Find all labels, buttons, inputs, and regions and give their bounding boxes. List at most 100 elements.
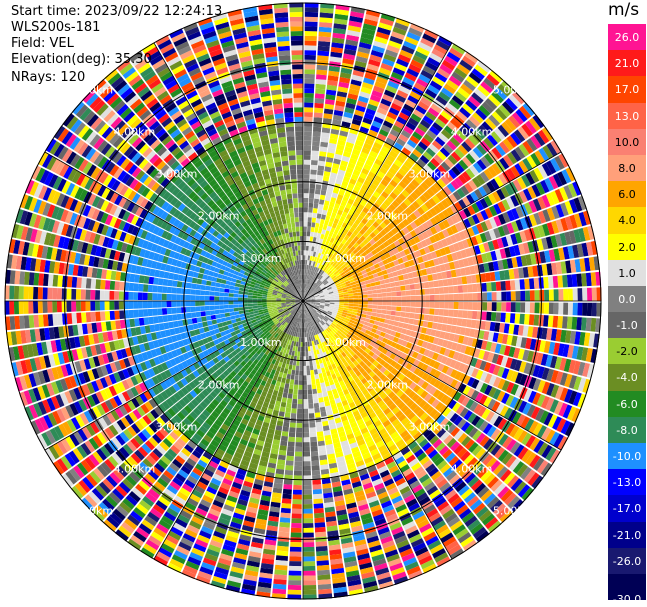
range-gate [343, 294, 349, 297]
range-gate [102, 236, 110, 248]
range-gate [234, 392, 242, 400]
range-gate [190, 98, 203, 108]
range-gate [187, 475, 198, 485]
range-gate [239, 172, 248, 179]
range-gate [331, 37, 345, 44]
range-gate [278, 55, 291, 61]
range-gate [133, 309, 139, 318]
range-gate [84, 494, 98, 508]
range-gate [328, 231, 334, 238]
range-gate [263, 109, 274, 116]
range-gate [321, 271, 326, 277]
range-gate [281, 294, 287, 297]
range-gate [168, 272, 175, 280]
range-gate [304, 135, 312, 141]
range-gate [456, 110, 468, 122]
range-gate [304, 16, 318, 22]
range-gate [280, 249, 285, 255]
range-gate [190, 40, 205, 50]
range-gate [305, 299, 311, 301]
range-gate [242, 109, 253, 117]
range-gate [128, 291, 134, 300]
range-gate [308, 275, 312, 280]
range-gate [489, 271, 496, 282]
range-gate [97, 235, 106, 246]
range-gate [267, 293, 273, 296]
range-gate [275, 117, 285, 124]
range-gate [435, 95, 448, 106]
range-gate [90, 311, 96, 322]
range-gate [92, 333, 100, 344]
range-gate [51, 220, 60, 234]
range-gate [31, 343, 39, 357]
range-gate [135, 170, 146, 181]
range-gate [100, 365, 109, 376]
range-gate [518, 267, 525, 279]
range-gate [588, 256, 596, 271]
range-gate [474, 245, 481, 255]
range-gate [196, 218, 205, 226]
range-gate [350, 216, 357, 223]
range-gate [288, 272, 293, 277]
range-gate [396, 116, 407, 125]
range-gate [55, 394, 65, 408]
range-gate [107, 259, 114, 270]
range-gate [213, 435, 222, 444]
range-gate [211, 276, 218, 282]
range-gate [231, 217, 239, 224]
range-gate [223, 339, 230, 345]
range-gate [339, 299, 345, 301]
range-gate [223, 85, 235, 93]
range-gate [258, 275, 264, 280]
range-gate [152, 419, 162, 430]
range-gate [380, 62, 393, 72]
range-gate [288, 283, 293, 289]
range-gate [56, 193, 66, 207]
range-gate [308, 207, 313, 213]
range-gate [245, 268, 251, 274]
range-gate [533, 226, 541, 239]
range-gate [82, 89, 96, 103]
range-gate [224, 246, 232, 253]
range-gate [228, 399, 236, 407]
range-gate [174, 401, 184, 411]
range-gate [152, 205, 161, 216]
range-gate [305, 284, 308, 289]
range-gate [214, 419, 223, 427]
range-gate [312, 276, 316, 282]
range-gate [400, 201, 408, 210]
range-gate [150, 139, 161, 150]
range-gate [319, 199, 325, 205]
range-gate [281, 298, 286, 300]
range-gate [259, 244, 265, 251]
range-gate [301, 293, 303, 299]
range-gate [120, 87, 134, 100]
range-gate [420, 119, 431, 129]
range-gate [366, 63, 380, 72]
range-gate [211, 182, 220, 191]
range-gate [160, 371, 168, 381]
range-gate [383, 233, 391, 241]
range-gate [340, 200, 347, 207]
range-gate [292, 198, 298, 204]
range-gate [254, 202, 262, 209]
range-gate [223, 396, 231, 404]
range-gate [232, 274, 238, 279]
range-gate [212, 357, 220, 364]
range-gate [234, 81, 246, 90]
range-gate [415, 289, 421, 296]
range-gate [380, 254, 387, 261]
range-gate [327, 206, 334, 212]
range-gate [289, 159, 296, 166]
range-gate [189, 423, 199, 433]
range-gate [386, 287, 392, 293]
range-gate [471, 202, 480, 214]
range-gate [279, 209, 285, 216]
range-gate [407, 169, 417, 179]
range-gate [560, 261, 567, 274]
range-gate [142, 496, 155, 507]
range-gate [371, 90, 383, 98]
range-gate [444, 158, 454, 169]
range-gate [96, 223, 105, 234]
range-gate [144, 473, 156, 484]
